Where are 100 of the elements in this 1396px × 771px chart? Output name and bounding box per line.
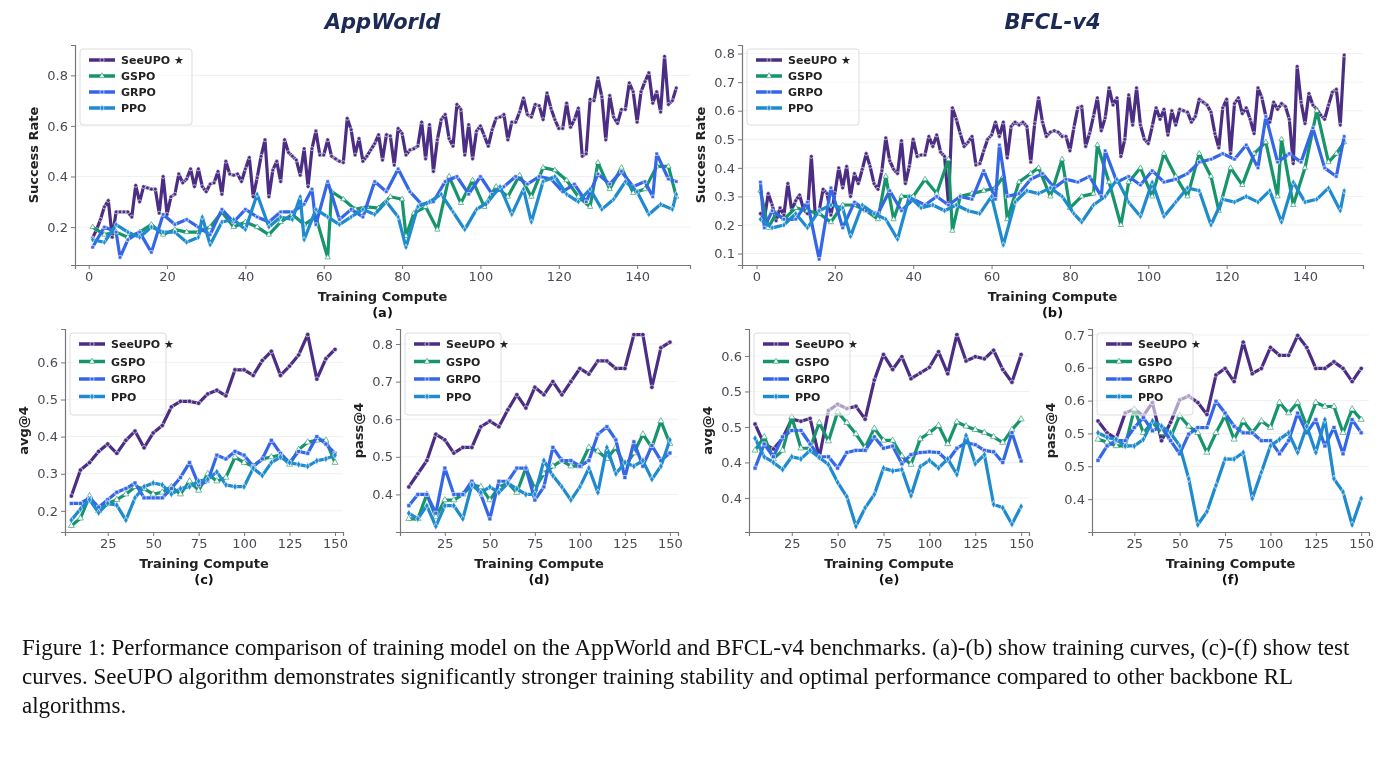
y-axis-title: avg@4 xyxy=(16,406,31,455)
legend-label: PPO xyxy=(121,102,147,115)
x-tick-label: 150 xyxy=(1349,536,1375,552)
y-tick-label: 0.4 xyxy=(721,490,742,506)
y-tick-label: 0.8 xyxy=(372,336,393,352)
legend-label: PPO xyxy=(111,390,137,404)
x-tick-label: 25 xyxy=(1126,536,1144,552)
y-axis-title: pass@4 xyxy=(351,402,366,459)
text: (e) xyxy=(878,572,900,587)
y-tick-label: 0.2 xyxy=(37,503,58,519)
y-tick-label: 0.8 xyxy=(47,68,68,83)
y-tick-label: 0.4 xyxy=(721,455,742,471)
x-tick-label: 0 xyxy=(752,269,762,285)
text: (a) xyxy=(372,305,393,320)
y-axis-title: avg@4 xyxy=(700,406,715,455)
x-tick-label: 100 xyxy=(232,536,257,552)
y-tick-label: 0.2 xyxy=(47,219,68,235)
legend-label: SeeUPO ★ xyxy=(1138,338,1202,351)
x-tick-label: 150 xyxy=(323,536,348,552)
y-tick-label: 0.6 xyxy=(714,103,735,119)
x-tick-label: 100 xyxy=(468,269,494,285)
y-tick-label: 0.4 xyxy=(1064,491,1085,507)
x-tick-label: 100 xyxy=(567,536,593,552)
y-tick-label: 0.6 xyxy=(1064,393,1085,409)
x-axis-title: Training Compute xyxy=(824,556,954,571)
y-tick-label: 0.5 xyxy=(1064,458,1085,474)
x-axis-title: Training Compute xyxy=(1165,556,1296,571)
x-tick-label: 0 xyxy=(85,269,94,285)
x-axis-title: Training Compute xyxy=(317,289,448,304)
legend-label: SeeUPO ★ xyxy=(446,338,510,351)
y-tick-label: 0.8 xyxy=(714,46,735,62)
x-tick-label: 120 xyxy=(1214,269,1240,285)
legend-label: GSPO xyxy=(1138,355,1173,369)
y-tick-label: 0.6 xyxy=(372,411,393,427)
y-tick-label: 0.3 xyxy=(37,466,58,482)
y-axis-title: Success Rate xyxy=(693,106,708,204)
legend-label: SeeUPO ★ xyxy=(795,338,859,351)
x-tick-label: 150 xyxy=(1009,536,1035,552)
y-tick-label: 0.4 xyxy=(37,429,58,445)
y-tick-label: 0.5 xyxy=(1064,426,1085,442)
legend-label: GSPO xyxy=(446,355,481,369)
legend-label: GSPO xyxy=(121,70,156,83)
y-axis-title: Success Rate xyxy=(26,106,41,204)
y-tick-label: 0.6 xyxy=(47,118,68,134)
x-tick-label: 20 xyxy=(827,269,844,285)
y-tick-label: 0.6 xyxy=(721,348,742,364)
x-tick-label: 75 xyxy=(527,536,544,552)
x-tick-label: 150 xyxy=(657,536,683,552)
x-tick-label: 80 xyxy=(394,269,411,285)
y-tick-label: 0.4 xyxy=(372,487,393,503)
legend-label: GSPO xyxy=(788,70,823,83)
x-tick-label: 50 xyxy=(1171,536,1189,552)
y-tick-label: 0.4 xyxy=(714,160,735,176)
y-tick-label: 0.6 xyxy=(37,355,58,371)
caption: Figure 1: Performance comparison of training model on the AppWorld and BFCL-v4 benchmarks. (a)-(b) show training curves, (c)-(f) show test curves. SeeUPO algorithm demonstrates significantly stronger training stability and optimal performance compared to other backbone RL algorithms. xyxy=(22,635,1350,718)
x-tick-label: 100 xyxy=(1258,536,1284,552)
x-tick-label: 120 xyxy=(546,269,572,285)
y-tick-label: 0.2 xyxy=(714,217,735,233)
legend-label: GRPO xyxy=(1138,373,1173,386)
x-axis-title: Training Compute xyxy=(139,556,269,571)
legend-label: PPO xyxy=(446,390,472,404)
text: (d) xyxy=(528,572,550,587)
y-tick-label: 0.7 xyxy=(1064,327,1085,343)
x-tick-label: 75 xyxy=(190,536,208,552)
x-tick-label: 125 xyxy=(277,536,303,552)
legend-label: SeeUPO ★ xyxy=(121,54,185,67)
legend-label: GRPO xyxy=(111,373,146,386)
x-tick-label: 80 xyxy=(1062,269,1079,285)
x-tick-label: 100 xyxy=(1136,269,1162,285)
x-tick-label: 100 xyxy=(917,536,943,552)
legend-label: PPO xyxy=(788,102,814,115)
legend-label: GRPO xyxy=(446,373,481,386)
legend-label: PPO xyxy=(795,390,821,404)
y-tick-label: 0.4 xyxy=(47,169,68,185)
legend-label: PPO xyxy=(1138,390,1164,404)
x-tick-label: 20 xyxy=(159,269,176,285)
chart-title: BFCL-v4 xyxy=(1004,10,1101,34)
x-tick-label: 60 xyxy=(315,269,333,285)
y-tick-label: 0.5 xyxy=(372,449,393,465)
y-tick-label: 0.5 xyxy=(714,131,735,147)
y-axis-title: pass@4 xyxy=(1043,402,1058,459)
legend-label: GRPO xyxy=(121,86,156,99)
x-tick-label: 25 xyxy=(99,536,117,552)
x-axis-title: Training Compute xyxy=(987,289,1118,304)
x-tick-label: 50 xyxy=(829,536,847,552)
x-tick-label: 50 xyxy=(482,536,499,552)
x-axis-title: Training Compute xyxy=(474,556,604,571)
x-tick-label: 60 xyxy=(983,269,1001,285)
chart-title: AppWorld xyxy=(322,10,442,34)
y-tick-label: 0.7 xyxy=(372,374,393,390)
x-tick-label: 125 xyxy=(612,536,638,552)
x-tick-label: 40 xyxy=(905,269,922,285)
x-tick-label: 75 xyxy=(875,536,893,552)
legend-label: GRPO xyxy=(788,86,823,99)
x-tick-label: 125 xyxy=(1303,536,1329,552)
legend-label: GSPO xyxy=(111,355,146,369)
x-tick-label: 125 xyxy=(963,536,989,552)
y-tick-label: 0.5 xyxy=(37,392,58,408)
legend-label: SeeUPO ★ xyxy=(111,338,175,351)
x-tick-label: 50 xyxy=(145,536,162,552)
